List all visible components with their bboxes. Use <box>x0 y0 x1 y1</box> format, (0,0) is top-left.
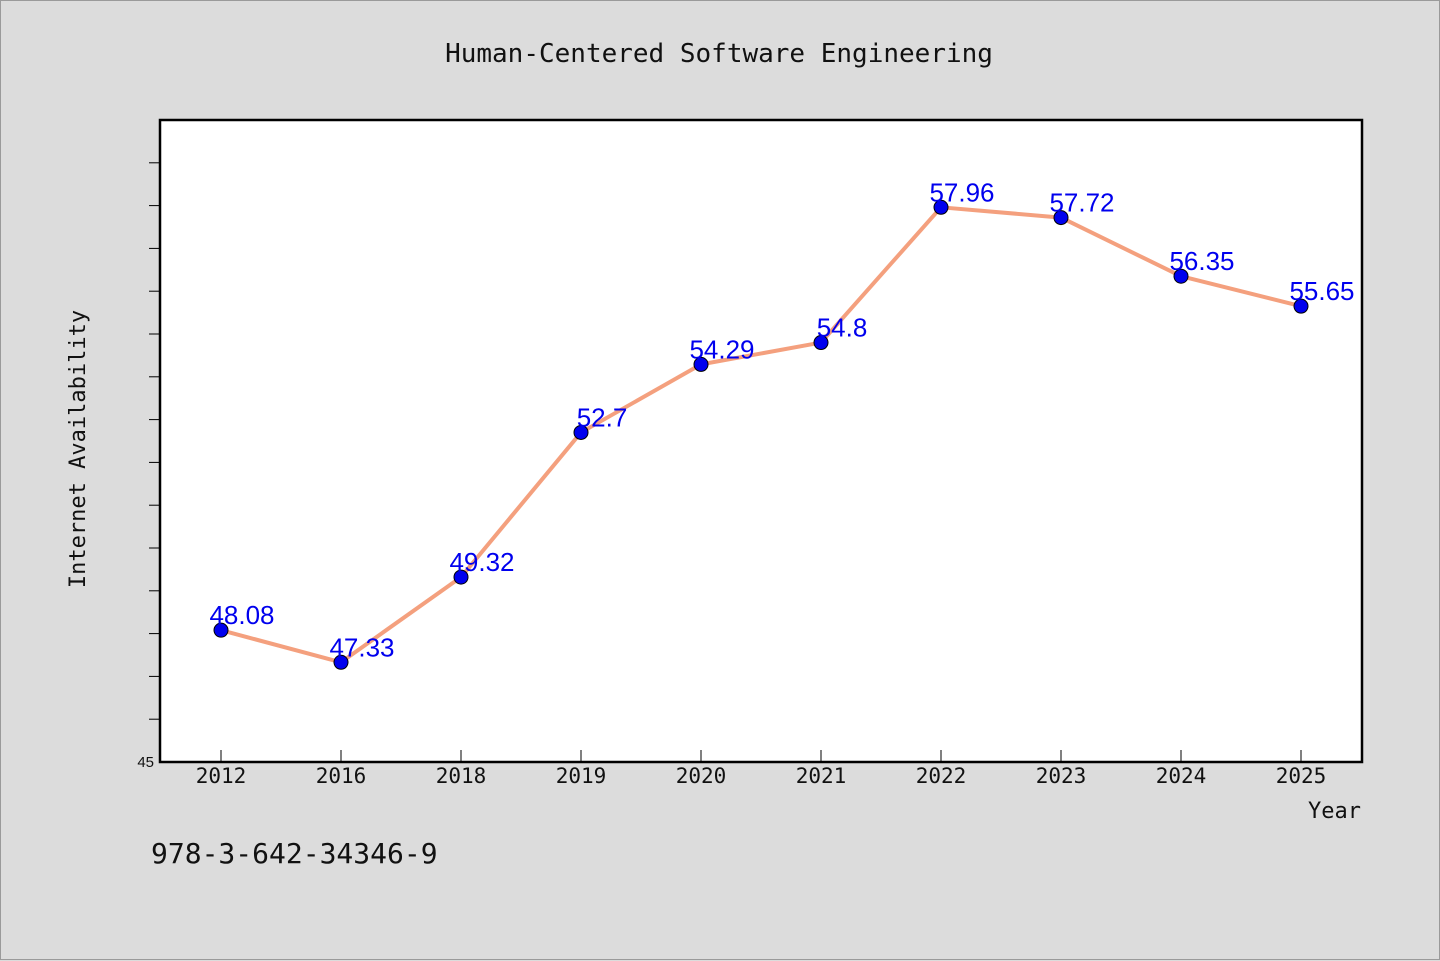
data-markers <box>213 199 1309 670</box>
data-point <box>1053 210 1069 226</box>
data-label: 56.35 <box>1169 246 1234 276</box>
data-point <box>1293 298 1309 314</box>
data-point <box>813 335 829 351</box>
x-tick-label: 2019 <box>556 764 607 788</box>
data-point <box>933 199 949 215</box>
data-label: 48.08 <box>209 600 274 630</box>
x-tick-label: 2020 <box>676 764 727 788</box>
y-axis-title: Internet Availability <box>66 310 91 588</box>
data-labels: 48.08 47.33 49.32 52.7 54.29 54.8 57.96 57.72 56… <box>209 177 1354 662</box>
x-tick-label: 2022 <box>916 764 967 788</box>
x-tick-label: 2025 <box>1276 764 1327 788</box>
isbn-footer: 978-3-642-34346-9 <box>151 837 438 870</box>
x-axis-ticks: 2012 2016 2018 2019 2020 2021 2022 2023 2024 2025 <box>196 750 1327 788</box>
x-tick-label: 2024 <box>1156 764 1207 788</box>
x-tick-label: 2016 <box>316 764 367 788</box>
data-point <box>213 622 229 638</box>
y-axis-ticks <box>149 162 160 720</box>
data-label: 54.29 <box>689 334 754 364</box>
data-label: 47.33 <box>329 632 394 662</box>
data-label: 57.96 <box>929 177 994 207</box>
data-point <box>453 569 469 585</box>
data-label: 57.72 <box>1049 188 1114 218</box>
x-tick-label: 2018 <box>436 764 487 788</box>
y-axis-min-label: 45 <box>137 754 154 771</box>
data-label: 55.65 <box>1289 276 1354 306</box>
x-tick-label: 2023 <box>1036 764 1087 788</box>
chart-title: Human-Centered Software Engineering <box>445 39 993 69</box>
data-point <box>333 654 349 670</box>
data-label: 49.32 <box>449 547 514 577</box>
x-tick-label: 2021 <box>796 764 847 788</box>
data-point <box>693 356 709 372</box>
x-axis-title: Year <box>1308 799 1361 824</box>
series-line <box>219 205 1303 665</box>
x-tick-label: 2012 <box>196 764 247 788</box>
data-label: 52.7 <box>577 402 628 432</box>
data-label: 54.8 <box>817 313 868 343</box>
data-point <box>1173 268 1189 284</box>
plot-area <box>158 118 1364 764</box>
data-point <box>573 424 589 440</box>
